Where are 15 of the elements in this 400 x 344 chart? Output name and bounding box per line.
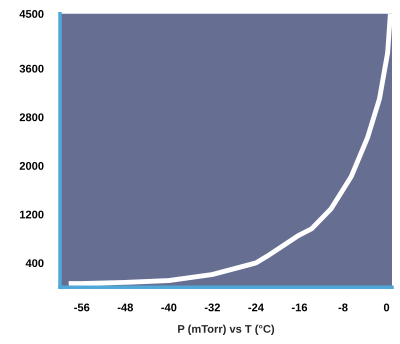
y-tick-label: 3600	[20, 64, 44, 73]
x-tick-label: -40	[161, 304, 176, 312]
x-tick-label: -24	[248, 304, 264, 312]
x-axis-title: P (mTorr) vs T (°C)	[178, 324, 274, 336]
x-tick-label: -16	[292, 304, 308, 312]
y-tick-label: 4500	[19, 10, 44, 18]
x-tick-label: -8	[338, 304, 348, 312]
x-tick-label: 0	[384, 304, 390, 312]
x-tick-label: -48	[118, 304, 133, 312]
y-tick-label: 400	[26, 259, 44, 268]
x-tick-label: -56	[74, 304, 90, 312]
y-tick-label: 2000	[20, 162, 44, 170]
x-tick-label: -32	[204, 304, 220, 312]
y-tick-label: 1200	[20, 210, 44, 218]
y-tick-label: 2800	[20, 113, 44, 122]
